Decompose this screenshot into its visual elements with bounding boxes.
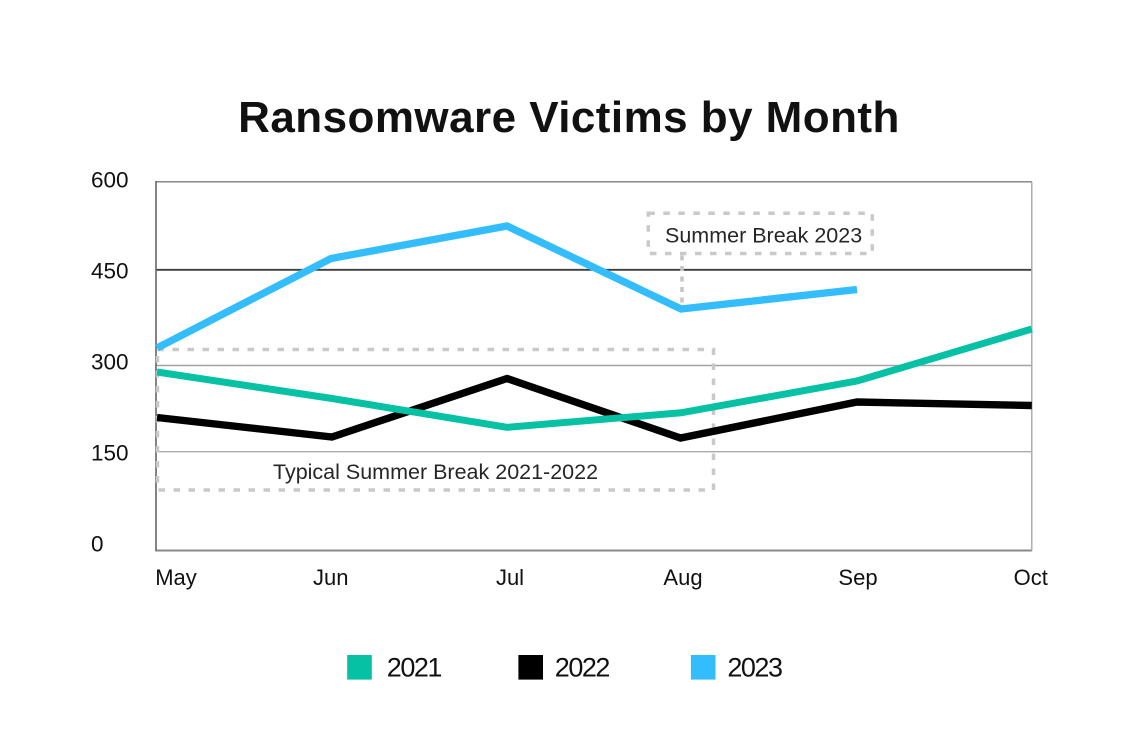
svg-text:Jun: Jun xyxy=(313,565,348,590)
svg-text:Ransomware Victims by Month: Ransomware Victims by Month xyxy=(238,93,900,142)
svg-text:300: 300 xyxy=(91,350,129,375)
svg-text:2023: 2023 xyxy=(727,653,782,683)
svg-text:2021: 2021 xyxy=(387,653,442,683)
svg-text:Aug: Aug xyxy=(663,565,702,590)
svg-text:Sep: Sep xyxy=(838,565,877,590)
svg-text:2022: 2022 xyxy=(555,653,610,683)
svg-text:450: 450 xyxy=(91,259,129,284)
svg-text:Oct: Oct xyxy=(1014,565,1048,590)
svg-text:150: 150 xyxy=(91,441,129,466)
svg-text:Jul: Jul xyxy=(496,565,524,590)
svg-text:600: 600 xyxy=(91,168,129,193)
svg-text:Summer Break 2023: Summer Break 2023 xyxy=(665,224,862,248)
svg-text:Typical Summer Break 2021-2022: Typical Summer Break 2021-2022 xyxy=(273,460,598,484)
svg-text:0: 0 xyxy=(91,532,104,557)
svg-text:May: May xyxy=(155,565,197,590)
